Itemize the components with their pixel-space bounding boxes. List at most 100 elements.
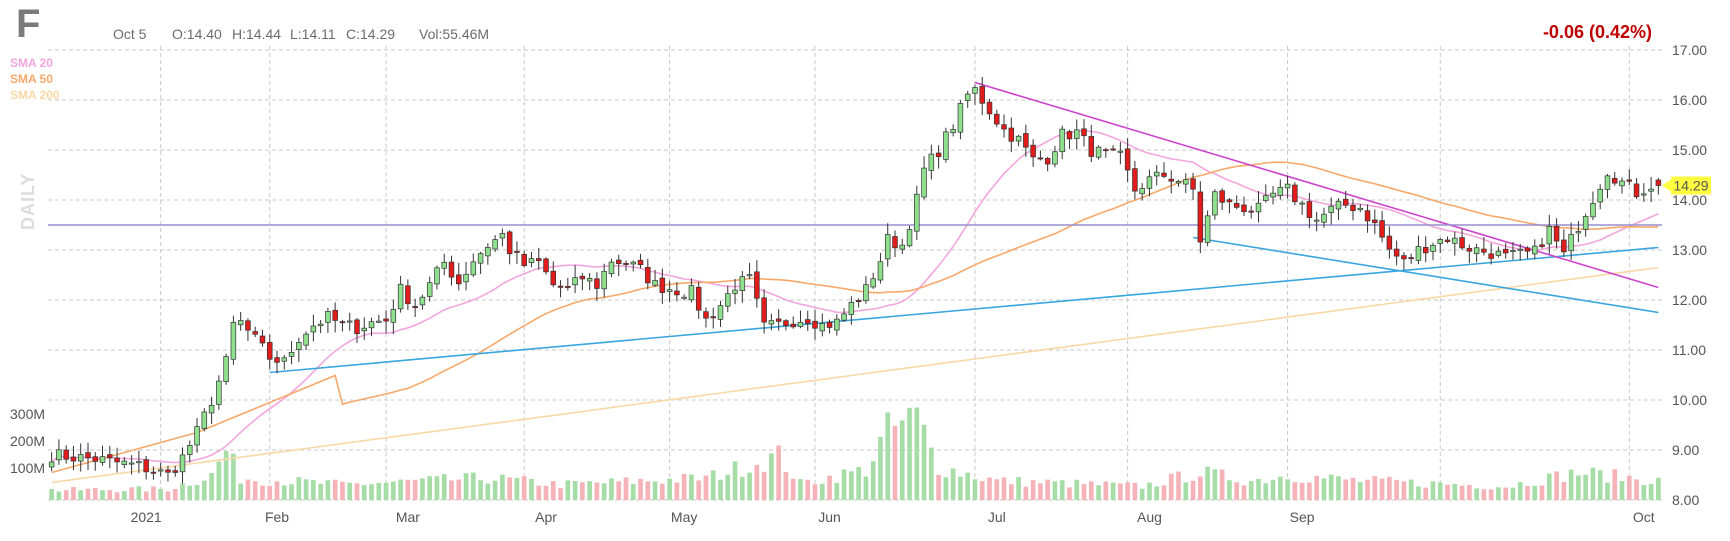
candle-body [346, 320, 353, 323]
candle-body [855, 300, 862, 303]
sma-lines [51, 129, 1659, 484]
candle-body [325, 311, 331, 323]
volume-bar [158, 489, 164, 500]
candle-body [63, 449, 69, 460]
candle-body [906, 229, 913, 247]
volume-bar [812, 484, 818, 500]
volume-bar [245, 479, 251, 500]
candle-body [412, 306, 418, 308]
candle-body [775, 318, 782, 322]
candle-body [1473, 247, 1480, 254]
y-tick-label: 9.00 [1672, 442, 1699, 458]
volume-bar [1372, 476, 1378, 500]
candle-body [594, 278, 600, 289]
candle-body [266, 342, 273, 360]
candle-body [1648, 188, 1654, 192]
candle-body [1524, 247, 1531, 252]
candle-body [1088, 136, 1095, 157]
candle-body [1568, 234, 1574, 252]
volume-bar [1001, 477, 1007, 500]
candle-body [1357, 207, 1364, 211]
volume-bar [1350, 477, 1356, 500]
volume-bar [819, 483, 825, 500]
candle-body [1561, 239, 1567, 253]
volume-bar [107, 490, 113, 500]
volume-bar [281, 485, 287, 500]
volume-tick-label: 100M [10, 460, 45, 476]
candle-body [376, 320, 382, 323]
volume-bar [78, 490, 84, 500]
candle-body [259, 335, 266, 344]
volume-bar [1161, 485, 1167, 500]
candle-body [1110, 148, 1116, 151]
candle-body [77, 454, 84, 462]
high-label: H:14.44 [232, 26, 282, 42]
candle-body [979, 86, 985, 104]
legend-sma-20: SMA 20 [10, 56, 53, 70]
volume-bar [1590, 467, 1596, 500]
candle-body [826, 321, 833, 328]
candle-body [194, 426, 200, 446]
candle-body [187, 445, 193, 455]
volume-bar [1459, 485, 1465, 500]
candle-body [535, 258, 542, 261]
volume-bar [1467, 484, 1472, 500]
candle-body [1044, 158, 1051, 165]
candle-body [761, 297, 767, 323]
candle-body [804, 319, 811, 324]
candle-body [208, 404, 215, 414]
volume-bar [994, 479, 1000, 500]
candle-body [506, 231, 513, 255]
candle-body [56, 449, 62, 461]
volume-bar [311, 479, 316, 500]
candle-body [1641, 193, 1647, 196]
candle-body [746, 274, 753, 277]
candle-body [456, 274, 462, 285]
volume-bar [376, 482, 382, 500]
candle-body [1255, 202, 1262, 213]
volume-bar [1656, 477, 1661, 500]
volume-bar [143, 491, 149, 500]
volume-bar [252, 481, 258, 500]
volume-bar [979, 481, 985, 500]
volume-bar [405, 479, 411, 500]
candle-body [470, 261, 477, 276]
candle-body [812, 320, 818, 329]
volume-bar [478, 480, 483, 500]
candle-body [1153, 171, 1160, 177]
candle-body [703, 311, 709, 319]
x-tick-label: Sep [1290, 509, 1315, 525]
volume-bar [1525, 486, 1530, 500]
volume-bar [1074, 479, 1080, 500]
volume-bar [129, 487, 134, 500]
volume-bar [1059, 480, 1065, 500]
candle-body [921, 167, 927, 198]
volume-bar [114, 492, 120, 500]
candle-body [688, 285, 695, 301]
candle-body [114, 457, 120, 463]
y-tick-label: 16.00 [1672, 92, 1707, 108]
candle-body [1604, 175, 1611, 190]
volume-bar [703, 475, 709, 500]
volume-bar [1248, 481, 1254, 500]
volume-bar [630, 483, 636, 500]
candle-body [1124, 148, 1131, 171]
volume-bar [231, 453, 236, 500]
candle-body [1139, 188, 1145, 195]
volume-bar [958, 476, 963, 500]
volume-bar [878, 436, 883, 500]
volume-bar [1088, 481, 1094, 500]
candle-body [717, 305, 724, 320]
candle-body [143, 459, 149, 473]
volume-bar [1052, 481, 1058, 500]
volume-bar [1379, 478, 1385, 500]
volume-bar [1190, 480, 1196, 500]
volume-bar [950, 468, 956, 500]
volume-bar [987, 477, 992, 500]
candle-body [179, 454, 186, 473]
candle-body [216, 380, 222, 405]
volume-bar [718, 479, 723, 500]
candle-body [732, 289, 738, 294]
volume-bar [1125, 482, 1130, 500]
